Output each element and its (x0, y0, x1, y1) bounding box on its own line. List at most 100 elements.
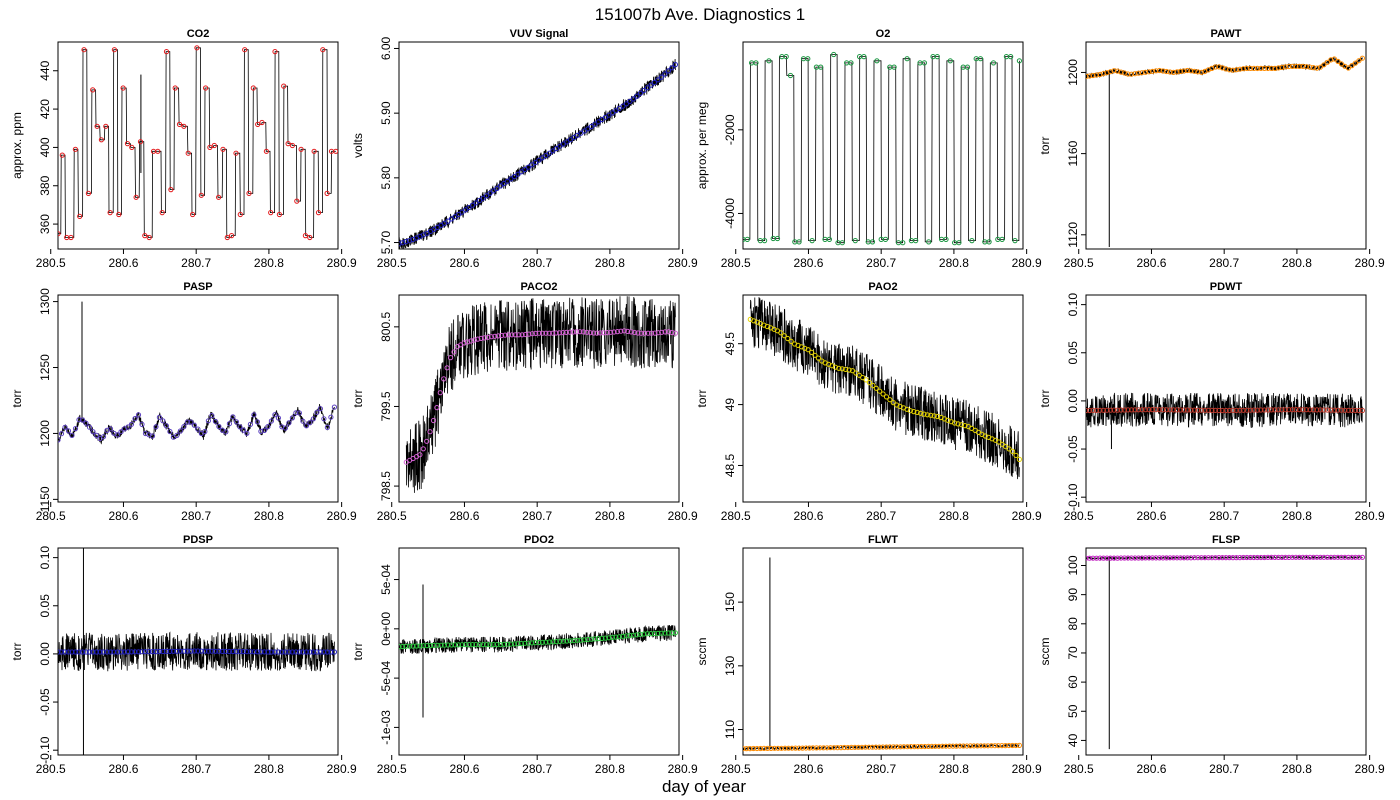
avg-point (320, 47, 326, 53)
y-tick-label: 110 (723, 720, 737, 739)
panel-title: FLWT (868, 534, 898, 546)
avg-point (307, 420, 313, 426)
avg-point (490, 642, 497, 648)
avg-point (841, 744, 848, 751)
avg-point (839, 366, 845, 372)
avg-point (328, 414, 334, 420)
avg-point (1307, 554, 1313, 560)
avg-point (1293, 554, 1299, 560)
avg-point (817, 745, 823, 751)
avg-point (1331, 554, 1338, 560)
panel-co2: CO2 280.5 280.6 280.7 280.8 280.9 360 380 400 420… (10, 28, 357, 270)
avg-point (826, 236, 833, 242)
avg-point (1142, 69, 1149, 75)
figure-title: 151007b Ave. Diagnostics 1 (595, 5, 805, 24)
avg-point (438, 642, 444, 648)
avg-point (216, 194, 222, 200)
avg-point (1296, 407, 1303, 413)
avg-point (839, 240, 845, 246)
avg-point (289, 415, 295, 421)
avg-point (778, 745, 785, 751)
y-axis-label: torr (10, 389, 24, 407)
avg-point (1016, 742, 1023, 749)
avg-point (76, 417, 82, 423)
y-tick-label: 5.90 (379, 101, 393, 125)
avg-point (648, 330, 655, 336)
x-tick-label: 280.8 (939, 762, 969, 776)
avg-point (413, 643, 420, 649)
avg-point (251, 649, 257, 655)
avg-point (139, 421, 145, 427)
avg-point (620, 103, 626, 109)
avg-point (996, 439, 1002, 445)
panel-pao2: PAO2 280.5 280.6 280.7 280.8 280.9 48.5 49 49.5 t… (695, 281, 1042, 523)
avg-point (609, 110, 616, 116)
avg-point (146, 234, 152, 241)
avg-point (321, 416, 327, 422)
avg-point (644, 85, 651, 91)
avg-point (1237, 407, 1243, 413)
avg-point (174, 432, 180, 438)
avg-point (1107, 555, 1114, 561)
panel-title: PAO2 (868, 281, 897, 293)
raw-trace (58, 47, 336, 238)
avg-point (65, 428, 72, 434)
avg-point (240, 427, 246, 433)
avg-point (553, 145, 560, 152)
avg-point (1156, 407, 1163, 413)
avg-point (1233, 407, 1240, 413)
avg-point (1310, 554, 1317, 560)
avg-point (124, 141, 131, 147)
avg-point (1212, 555, 1219, 561)
avg-point (272, 49, 278, 55)
avg-point (1261, 554, 1268, 561)
avg-point (1093, 72, 1100, 78)
avg-point (265, 649, 271, 655)
avg-point (212, 418, 218, 424)
avg-point (121, 649, 128, 655)
avg-point (1251, 65, 1257, 72)
avg-point (487, 642, 493, 648)
plot-area (1086, 55, 1366, 247)
avg-point (1240, 554, 1247, 561)
avg-point (924, 412, 931, 418)
avg-point (272, 649, 278, 655)
avg-point (205, 648, 211, 654)
avg-point (170, 648, 176, 654)
plot-frame (1085, 41, 1367, 250)
x-tick-label: 280.6 (449, 509, 479, 523)
avg-point (1331, 407, 1338, 413)
avg-point (1097, 555, 1103, 561)
avg-point (72, 426, 79, 432)
avg-point (1086, 555, 1089, 561)
avg-point (1202, 555, 1208, 561)
avg-point (981, 743, 988, 749)
avg-point (1324, 554, 1331, 560)
panel-paco2: PACO2 280.5 280.6 280.7 280.8 280.9 798.5 799.5… (351, 281, 698, 523)
avg-point (625, 328, 631, 334)
avg-point (331, 649, 337, 655)
avg-point (303, 649, 309, 655)
avg-point (1254, 407, 1261, 413)
avg-point (509, 332, 515, 338)
plot-frame (1085, 294, 1367, 503)
avg-point (247, 649, 253, 655)
avg-point (268, 210, 274, 216)
avg-point (1121, 555, 1128, 561)
avg-point (501, 641, 507, 648)
avg-point (399, 643, 406, 650)
avg-point (960, 743, 967, 749)
avg-point (459, 209, 465, 215)
avg-point (324, 190, 330, 196)
avg-point (1097, 71, 1103, 78)
avg-point (226, 421, 232, 427)
x-tick-label: 280.7 (866, 256, 896, 270)
avg-point (587, 330, 593, 336)
y-tick-label: 48.5 (723, 453, 737, 477)
plot-frame (398, 547, 680, 756)
avg-point (403, 643, 409, 649)
avg-point (518, 169, 525, 175)
avg-point (68, 234, 74, 241)
avg-point (512, 332, 518, 338)
plot-area (58, 45, 338, 241)
